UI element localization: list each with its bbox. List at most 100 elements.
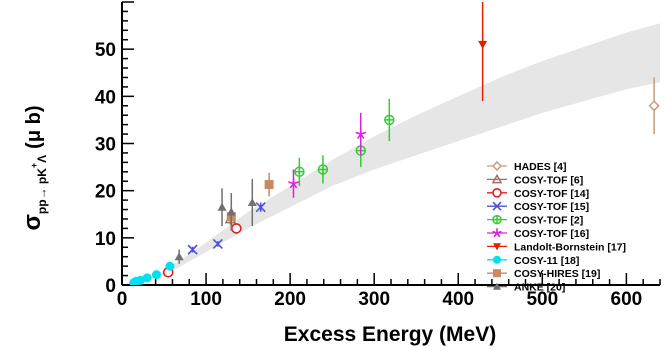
data-point	[226, 207, 236, 216]
marker-shape	[174, 252, 184, 261]
x-tick-label: 500	[526, 289, 558, 310]
legend-label: HADES [4]	[514, 161, 567, 173]
marker-shape	[478, 40, 488, 49]
x-tick-label: 200	[274, 289, 306, 310]
marker-filled-square	[493, 269, 501, 278]
marker-shape	[492, 188, 502, 198]
data-point	[231, 223, 242, 234]
data-point	[317, 164, 329, 175]
marker-shape	[151, 270, 161, 280]
x-tick-label: 100	[190, 289, 222, 310]
data-point	[247, 197, 257, 207]
legend-entry: COSY-TOF [6]	[487, 173, 583, 186]
marker-shape	[493, 255, 501, 264]
legend-entry: COSY-HIRES [19]	[487, 268, 600, 280]
marker-shape	[217, 202, 227, 211]
legend-entry: COSY-TOF [14]	[487, 188, 589, 200]
marker-open-triangle	[491, 173, 503, 184]
data-point	[648, 100, 660, 112]
marker-shape	[247, 197, 257, 207]
series-hades-4-	[648, 77, 660, 135]
data-point	[255, 202, 266, 213]
legend-entry: Landolt-Bornstein [17]	[487, 241, 626, 253]
legend-entry: COSY-TOF [16]	[487, 228, 589, 240]
legend-entry: COSY-11 [18]	[487, 255, 579, 267]
marker-shape	[231, 223, 242, 234]
marker-filled-circle	[493, 255, 501, 264]
series-cosy-tof-15-	[187, 202, 266, 255]
marker-open-circle	[492, 188, 502, 198]
data-point	[478, 40, 488, 49]
uncertainty-band-layer	[122, 23, 660, 285]
legend-label: Landolt-Bornstein [17]	[514, 241, 626, 253]
x-tick-label: 0	[117, 289, 128, 310]
marker-shape	[493, 215, 501, 224]
legend-label: COSY-TOF [2]	[514, 215, 583, 227]
marker-cross	[492, 201, 502, 211]
plot-frame-layer: 0 100 200 300 400 500 600 0 10 20 30 40 50	[95, 1, 661, 310]
y-tick-label: 20	[95, 182, 116, 203]
data-point	[288, 178, 299, 189]
series-landolt-bornstein-17-	[478, 2, 488, 102]
y-axis-subscript-tail: Λ	[35, 155, 49, 163]
marker-shape	[318, 164, 328, 174]
legend-label: COSY-11 [18]	[514, 255, 579, 267]
legend-label: COSY-TOF [15]	[514, 201, 589, 213]
uncertainty-band	[122, 23, 660, 285]
data-point	[174, 252, 184, 261]
series-cosy-11-18-	[129, 261, 175, 285]
marker-shape	[384, 115, 394, 125]
legend-entry: HADES [4]	[487, 160, 567, 173]
data-point	[294, 166, 305, 178]
y-tick-label: 50	[95, 40, 116, 61]
marker-shape	[491, 173, 503, 184]
marker-open-diamond	[491, 160, 503, 172]
marker-shape	[142, 273, 152, 283]
legend-label: COSY-TOF [16]	[514, 228, 589, 240]
legend: HADES [4]COSY-TOF [6]COSY-TOF [14]COSY-T…	[487, 160, 626, 294]
y-axis-superscript: +	[29, 163, 39, 168]
y-axis-symbol: σ	[19, 214, 46, 230]
marker-open-cross-circle	[492, 214, 502, 225]
marker-shape	[226, 207, 236, 216]
data-point	[384, 114, 395, 126]
y-axis-title: σpp→ pK+Λ (μ b)	[19, 105, 49, 230]
legend-label: ANKE [20]	[514, 282, 565, 294]
data-point	[151, 270, 161, 280]
marker-shape	[165, 261, 175, 271]
data-point	[187, 244, 198, 255]
data-point	[142, 273, 152, 283]
y-axis-subscript: pp→ pK	[35, 168, 49, 214]
y-axis-unit: (μ b)	[23, 105, 45, 148]
y-tick-label: 0	[105, 276, 116, 297]
series-cosy-tof-16-	[288, 112, 367, 198]
marker-shape	[492, 201, 502, 211]
marker-shape	[255, 202, 266, 213]
data-point	[264, 180, 274, 190]
marker-shape	[294, 167, 304, 177]
marker-shape	[187, 244, 198, 255]
x-tick-label: 300	[358, 289, 390, 310]
axis-labels-layer: Excess Energy (MeV) σpp→ pK+Λ (μ b)	[19, 105, 496, 346]
marker-shape	[355, 128, 367, 139]
y-tick-label: 40	[95, 87, 116, 108]
marker-filled-down-triangle	[493, 243, 501, 251]
marker-star	[492, 228, 502, 238]
x-tick-label: 600	[611, 289, 643, 310]
series-anke-20-	[174, 178, 257, 264]
legend-entry: COSY-TOF [2]	[487, 215, 583, 227]
marker-shape	[491, 160, 503, 172]
x-tick-label: 400	[442, 289, 474, 310]
y-tick-label: 10	[95, 229, 116, 250]
data-point	[165, 261, 175, 271]
legend-label: COSY-HIRES [19]	[514, 268, 600, 280]
data-layer	[129, 2, 660, 285]
data-point	[217, 202, 227, 211]
legend-entry: ANKE [20]	[487, 282, 565, 294]
marker-shape	[493, 269, 501, 278]
data-point	[212, 238, 223, 250]
legend-label: COSY-TOF [14]	[514, 188, 589, 200]
x-axis-title: Excess Energy (MeV)	[284, 323, 496, 346]
y-tick-label: 30	[95, 135, 116, 156]
